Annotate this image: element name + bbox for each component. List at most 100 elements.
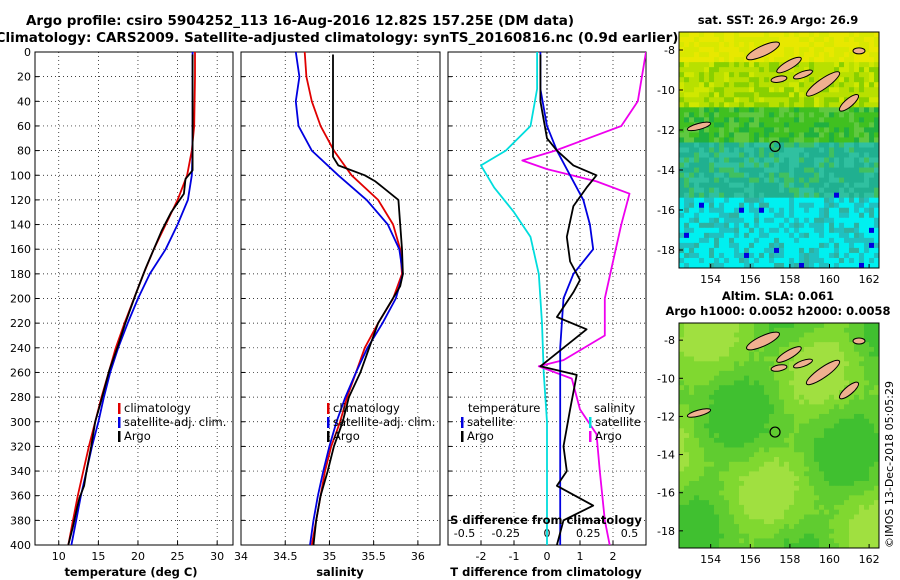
map-cell <box>839 162 845 168</box>
map-cell <box>774 37 780 43</box>
map-cell <box>809 132 815 138</box>
map-cell <box>824 399 830 405</box>
map-cell <box>689 461 695 468</box>
map-cell <box>759 394 765 400</box>
map-cell <box>719 57 725 63</box>
map-cell <box>689 452 695 458</box>
map-cell <box>864 192 870 199</box>
map-cell <box>864 457 870 463</box>
map-cell <box>709 466 715 472</box>
map-cell <box>719 142 725 148</box>
map-cell <box>704 538 710 544</box>
map-cell <box>689 327 695 333</box>
map-cell <box>784 147 790 153</box>
map-cell <box>849 32 855 38</box>
map-cell <box>859 167 865 173</box>
map-cell <box>804 466 810 472</box>
map-cell <box>834 500 840 506</box>
map-cell <box>734 127 740 133</box>
map-cell <box>844 404 850 410</box>
map-cell <box>679 72 685 78</box>
map-cell <box>759 187 765 194</box>
map-cell <box>829 457 835 463</box>
map-cell <box>839 127 845 133</box>
map-cell <box>874 394 880 400</box>
map-cell <box>684 442 690 448</box>
map-cell <box>769 167 775 173</box>
map-cell <box>784 485 790 491</box>
map-cell <box>754 375 760 381</box>
map-cell <box>694 375 700 381</box>
map-cell <box>794 423 800 429</box>
map-cell <box>734 447 740 453</box>
map-cell <box>814 237 820 244</box>
map-cell <box>789 509 795 515</box>
map-cell <box>759 262 765 269</box>
map-cell <box>794 480 800 487</box>
map-cell <box>704 433 710 439</box>
map-cell <box>689 504 695 511</box>
map-cell <box>844 337 850 343</box>
depth-tick-label: 220 <box>10 317 31 330</box>
map-cell <box>814 457 820 463</box>
map-cell <box>739 385 745 391</box>
map-cell <box>804 351 810 357</box>
map-cell <box>804 390 810 396</box>
map-cell <box>729 242 735 249</box>
map-cell <box>749 442 755 448</box>
map-cell <box>709 227 715 234</box>
map-cell <box>824 533 830 539</box>
map-cell <box>709 57 715 63</box>
map-cell <box>719 262 725 269</box>
map-cell <box>874 375 880 381</box>
map-cell <box>824 117 830 123</box>
map-cell <box>704 137 710 143</box>
map-cell <box>779 127 785 133</box>
map-cell <box>729 504 735 511</box>
map-cell <box>859 390 865 396</box>
map-cell <box>749 351 755 357</box>
map-cell <box>809 471 815 477</box>
map-cell <box>874 409 880 415</box>
map-cell <box>804 217 810 224</box>
map-cell <box>859 132 865 138</box>
map-cell <box>704 423 710 429</box>
map-cell <box>874 457 880 463</box>
map-cell <box>844 147 850 153</box>
map-cell <box>859 177 865 184</box>
map-cell <box>684 202 690 209</box>
map-cell <box>684 543 690 549</box>
map-cell <box>729 227 735 234</box>
map-cell <box>869 197 875 204</box>
map-cell <box>809 466 815 472</box>
map-cell <box>779 447 785 453</box>
map-cell <box>784 42 790 48</box>
map-cell <box>839 504 845 511</box>
map-cell <box>684 476 690 482</box>
map-cell <box>769 117 775 123</box>
map-cell <box>744 62 750 68</box>
map-cell <box>684 351 690 357</box>
map-cell <box>719 62 725 68</box>
map-cell <box>694 327 700 333</box>
map-cell <box>854 167 860 173</box>
map-cell <box>689 524 695 530</box>
map-cell <box>824 242 830 249</box>
map-cell <box>719 480 725 487</box>
map-cell <box>819 132 825 138</box>
map-cell <box>849 433 855 439</box>
map-cell <box>854 476 860 482</box>
map-cell <box>744 356 750 362</box>
map-cell <box>829 332 835 338</box>
map-cell <box>694 187 700 194</box>
map-cell <box>814 122 820 128</box>
map-cell <box>694 514 700 520</box>
map-cell <box>779 538 785 544</box>
map-cell <box>729 42 735 48</box>
map-cell <box>809 337 815 343</box>
map-cell <box>814 466 820 472</box>
map-cell <box>859 147 865 153</box>
map-cell <box>779 327 785 333</box>
map-cell <box>759 351 765 357</box>
map-cell <box>779 222 785 229</box>
